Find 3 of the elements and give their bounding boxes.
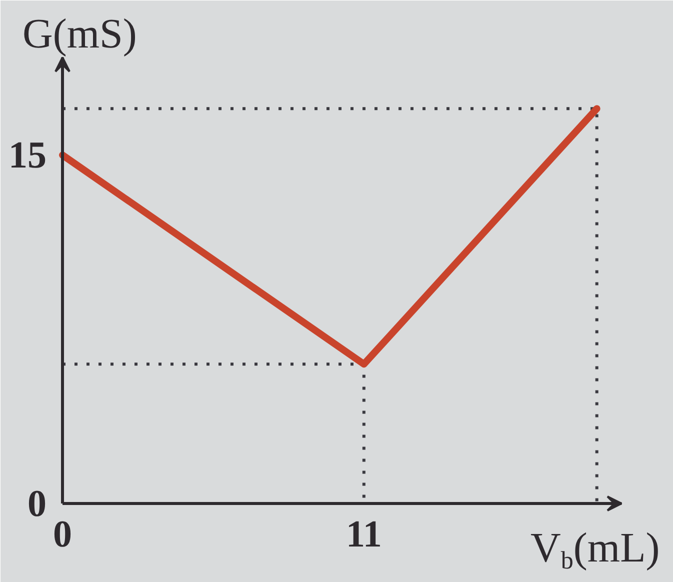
y-tick-label: 15 (8, 134, 46, 177)
x-tick-label: 11 (346, 514, 382, 556)
y-axis-title: G(mS) (22, 12, 137, 58)
